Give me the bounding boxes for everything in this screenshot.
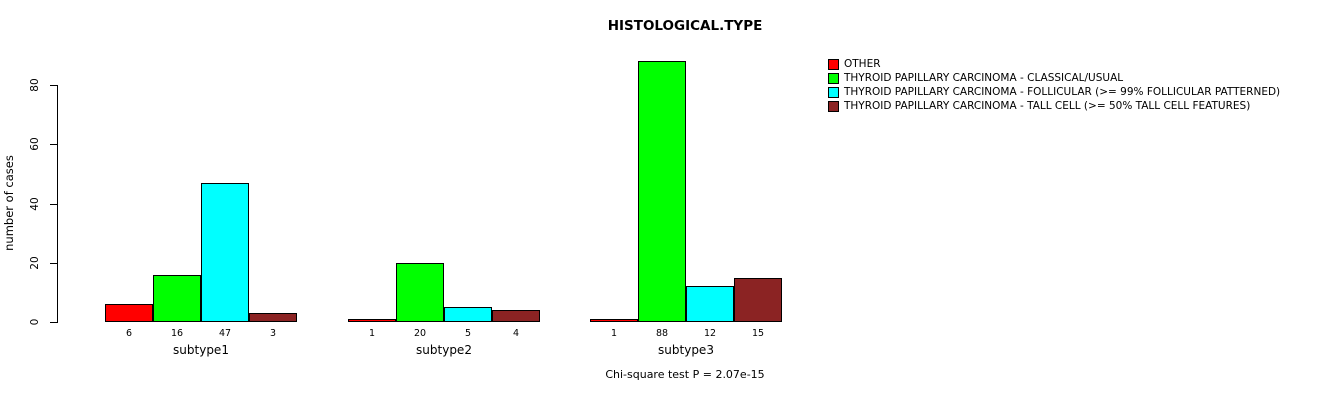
y-tick-mark [50, 144, 57, 146]
y-tick-mark [50, 322, 57, 323]
legend-swatch-icon [828, 101, 839, 112]
y-tick-mark [50, 203, 57, 205]
bar-value-label: 15 [751, 328, 765, 339]
bar-subtype2-series3 [492, 310, 540, 322]
y-tick-label: 60 [29, 137, 41, 151]
bar-value-label: 5 [464, 328, 472, 339]
chart-title: HISTOLOGICAL.TYPE [607, 18, 763, 34]
x-category-label: subtype3 [658, 343, 714, 357]
legend-label: THYROID PAPILLARY CARCINOMA - TALL CELL … [844, 100, 1251, 112]
legend-swatch-icon [828, 59, 839, 70]
y-tick-mark [50, 262, 57, 264]
y-tick-label: 80 [29, 78, 41, 92]
legend-item: THYROID PAPILLARY CARCINOMA - TALL CELL … [828, 100, 1280, 113]
legend: OTHER THYROID PAPILLARY CARCINOMA - CLASS… [828, 58, 1280, 114]
bar-subtype2-series0 [348, 319, 396, 322]
bar-subtype3-series1 [638, 61, 686, 322]
x-category-label: subtype1 [173, 343, 229, 357]
bar-subtype1-series2 [201, 183, 249, 322]
bar-value-label: 16 [170, 328, 184, 339]
legend-item: OTHER [828, 58, 1280, 71]
bar-value-label: 12 [703, 328, 717, 339]
bar-subtype1-series3 [249, 313, 297, 322]
legend-label: OTHER [844, 58, 881, 70]
bar-value-label: 47 [218, 328, 232, 339]
bar-value-label: 4 [512, 328, 520, 339]
legend-swatch-icon [828, 73, 839, 84]
legend-label: THYROID PAPILLARY CARCINOMA - FOLLICULAR… [844, 86, 1281, 98]
bar-value-label: 3 [269, 328, 277, 339]
legend-label: THYROID PAPILLARY CARCINOMA - CLASSICAL/… [844, 72, 1124, 84]
bar-value-label: 1 [610, 328, 618, 339]
bar-subtype2-series2 [444, 307, 492, 322]
y-axis-line [57, 85, 58, 323]
legend-item: THYROID PAPILLARY CARCINOMA - CLASSICAL/… [828, 72, 1280, 85]
y-tick-label: 0 [29, 318, 41, 326]
legend-swatch-icon [828, 87, 839, 98]
bar-value-label: 6 [125, 328, 133, 339]
annotation-chi-square: Chi-square test P = 2.07e-15 [605, 368, 765, 381]
y-tick-label: 20 [29, 256, 41, 270]
bar-subtype3-series3 [734, 278, 782, 322]
bar-subtype3-series2 [686, 286, 734, 322]
y-tick-label: 40 [29, 196, 41, 211]
x-category-label: subtype2 [416, 343, 472, 357]
bar-value-label: 20 [413, 328, 427, 339]
bar-subtype2-series1 [396, 263, 444, 322]
bar-subtype3-series0 [590, 319, 638, 322]
legend-item: THYROID PAPILLARY CARCINOMA - FOLLICULAR… [828, 86, 1280, 99]
y-tick-mark [50, 85, 57, 86]
bar-value-label: 1 [368, 328, 376, 339]
bar-subtype1-series0 [105, 304, 153, 322]
bar-value-label: 88 [655, 328, 669, 339]
bar-subtype1-series1 [153, 275, 201, 322]
